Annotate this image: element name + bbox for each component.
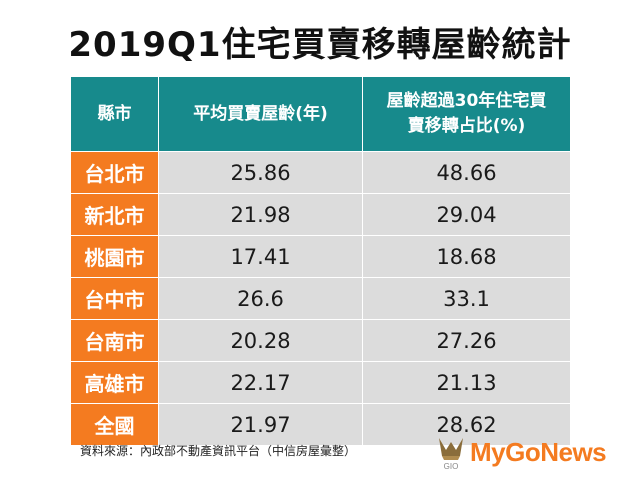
header-over30-line2: 賣移轉占比(%) bbox=[407, 116, 526, 136]
logo-mark-text: GIO bbox=[444, 462, 459, 471]
header-avg-age: 平均買賣屋齡(年) bbox=[158, 76, 363, 152]
row-avg-age: 26.6 bbox=[158, 277, 363, 320]
logo-text: MyGoNews bbox=[470, 436, 607, 467]
table-row: 全國 21.97 28.62 bbox=[70, 403, 571, 446]
table-header-row: 縣市 平均買賣屋齡(年) 屋齡超過30年住宅買 賣移轉占比(%) bbox=[70, 76, 571, 152]
row-over30-pct: 28.62 bbox=[362, 403, 571, 446]
header-city: 縣市 bbox=[70, 76, 159, 152]
row-avg-age: 17.41 bbox=[158, 235, 363, 278]
row-city: 新北市 bbox=[70, 193, 159, 236]
row-city: 高雄市 bbox=[70, 361, 159, 404]
row-avg-age: 22.17 bbox=[158, 361, 363, 404]
row-city: 台南市 bbox=[70, 319, 159, 362]
table-row: 新北市 21.98 29.04 bbox=[70, 193, 571, 236]
stats-table: 縣市 平均買賣屋齡(年) 屋齡超過30年住宅買 賣移轉占比(%) 台北市 25.… bbox=[70, 76, 571, 446]
table-row: 高雄市 22.17 21.13 bbox=[70, 361, 571, 404]
row-over30-pct: 29.04 bbox=[362, 193, 571, 236]
row-avg-age: 20.28 bbox=[158, 319, 363, 362]
page-title: 2019Q1住宅買賣移轉屋齡統計 bbox=[68, 25, 572, 65]
row-over30-pct: 21.13 bbox=[362, 361, 571, 404]
row-over30-pct: 18.68 bbox=[362, 235, 571, 278]
header-over30-pct: 屋齡超過30年住宅買 賣移轉占比(%) bbox=[362, 76, 571, 152]
row-avg-age: 25.86 bbox=[158, 151, 363, 194]
table-row: 台北市 25.86 48.66 bbox=[70, 151, 571, 194]
row-over30-pct: 48.66 bbox=[362, 151, 571, 194]
row-city: 台中市 bbox=[70, 277, 159, 320]
row-city: 桃園市 bbox=[70, 235, 159, 278]
row-city: 全國 bbox=[70, 403, 159, 446]
row-avg-age: 21.97 bbox=[158, 403, 363, 446]
header-over30-line1: 屋齡超過30年住宅買 bbox=[386, 91, 547, 111]
table-row: 台南市 20.28 27.26 bbox=[70, 319, 571, 362]
table-row: 桃園市 17.41 18.68 bbox=[70, 235, 571, 278]
row-city: 台北市 bbox=[70, 151, 159, 194]
row-over30-pct: 27.26 bbox=[362, 319, 571, 362]
row-over30-pct: 33.1 bbox=[362, 277, 571, 320]
table-row: 台中市 26.6 33.1 bbox=[70, 277, 571, 320]
source-note: 資料來源：內政部不動產資訊平台（中信房屋彙整） bbox=[80, 444, 357, 458]
row-avg-age: 21.98 bbox=[158, 193, 363, 236]
mygonews-logo: GIO MyGoNews bbox=[436, 432, 607, 472]
mygonews-logo-icon: GIO bbox=[439, 438, 463, 471]
